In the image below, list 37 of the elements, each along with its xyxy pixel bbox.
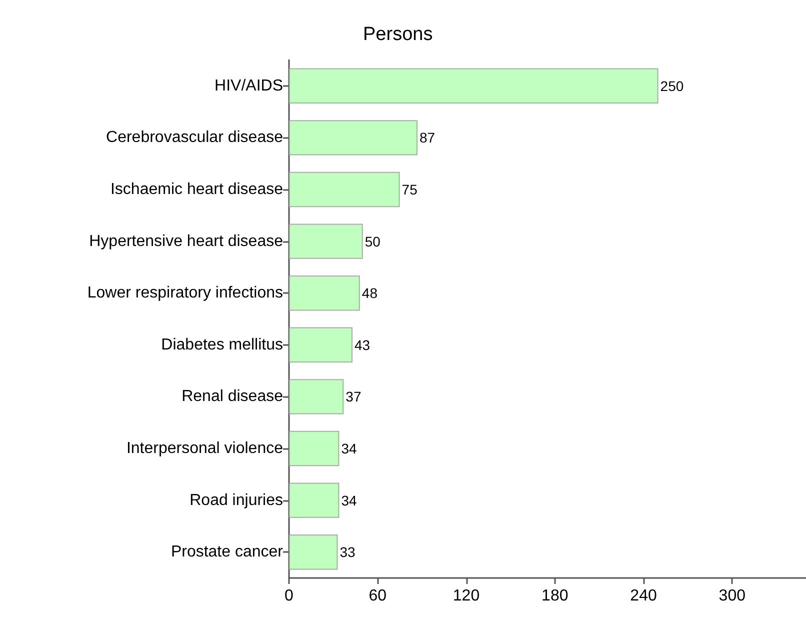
x-tick-label: 120 (452, 588, 480, 604)
bar (289, 534, 338, 570)
bar (289, 327, 353, 363)
x-tick-label: 240 (630, 588, 657, 604)
y-tick-label: Prostate cancer (170, 544, 284, 561)
chart-title: Persons (363, 24, 433, 45)
bar (289, 224, 363, 259)
data-label: 50 (364, 233, 381, 250)
data-label: 33 (340, 544, 356, 560)
y-tick-label: Interpersonal violence (126, 440, 284, 457)
data-label: 34 (341, 492, 358, 508)
y-tick-label: Ischaemic heart disease (110, 181, 284, 198)
bar (289, 430, 340, 466)
bar (289, 482, 340, 518)
y-tick-label: Renal disease (182, 388, 284, 406)
bar (289, 172, 400, 208)
data-label: 48 (362, 285, 378, 302)
data-label: 43 (354, 336, 370, 353)
data-label: 37 (346, 388, 362, 405)
data-label: 250 (660, 78, 684, 94)
x-tick-label: 60 (368, 588, 387, 604)
y-tick-label: Lower respiratory infections (87, 284, 283, 302)
bar (289, 68, 658, 104)
y-tick-label: HIV/AIDS (214, 77, 283, 94)
bar (289, 275, 360, 311)
x-tick-label: 0 (284, 588, 294, 604)
data-label: 34 (341, 440, 358, 456)
x-tick-label: 180 (542, 588, 568, 604)
y-tick-label: Diabetes mellitus (161, 336, 283, 354)
data-label: 87 (420, 130, 436, 146)
x-tick-label: 300 (718, 588, 746, 604)
y-tick-label: Hypertensive heart disease (89, 232, 284, 250)
y-tick-label: Cerebrovascular disease (106, 129, 284, 146)
y-tick-label: Road injuries (190, 492, 283, 509)
bar (289, 379, 344, 414)
data-label: 75 (402, 182, 418, 198)
bar (289, 120, 418, 156)
